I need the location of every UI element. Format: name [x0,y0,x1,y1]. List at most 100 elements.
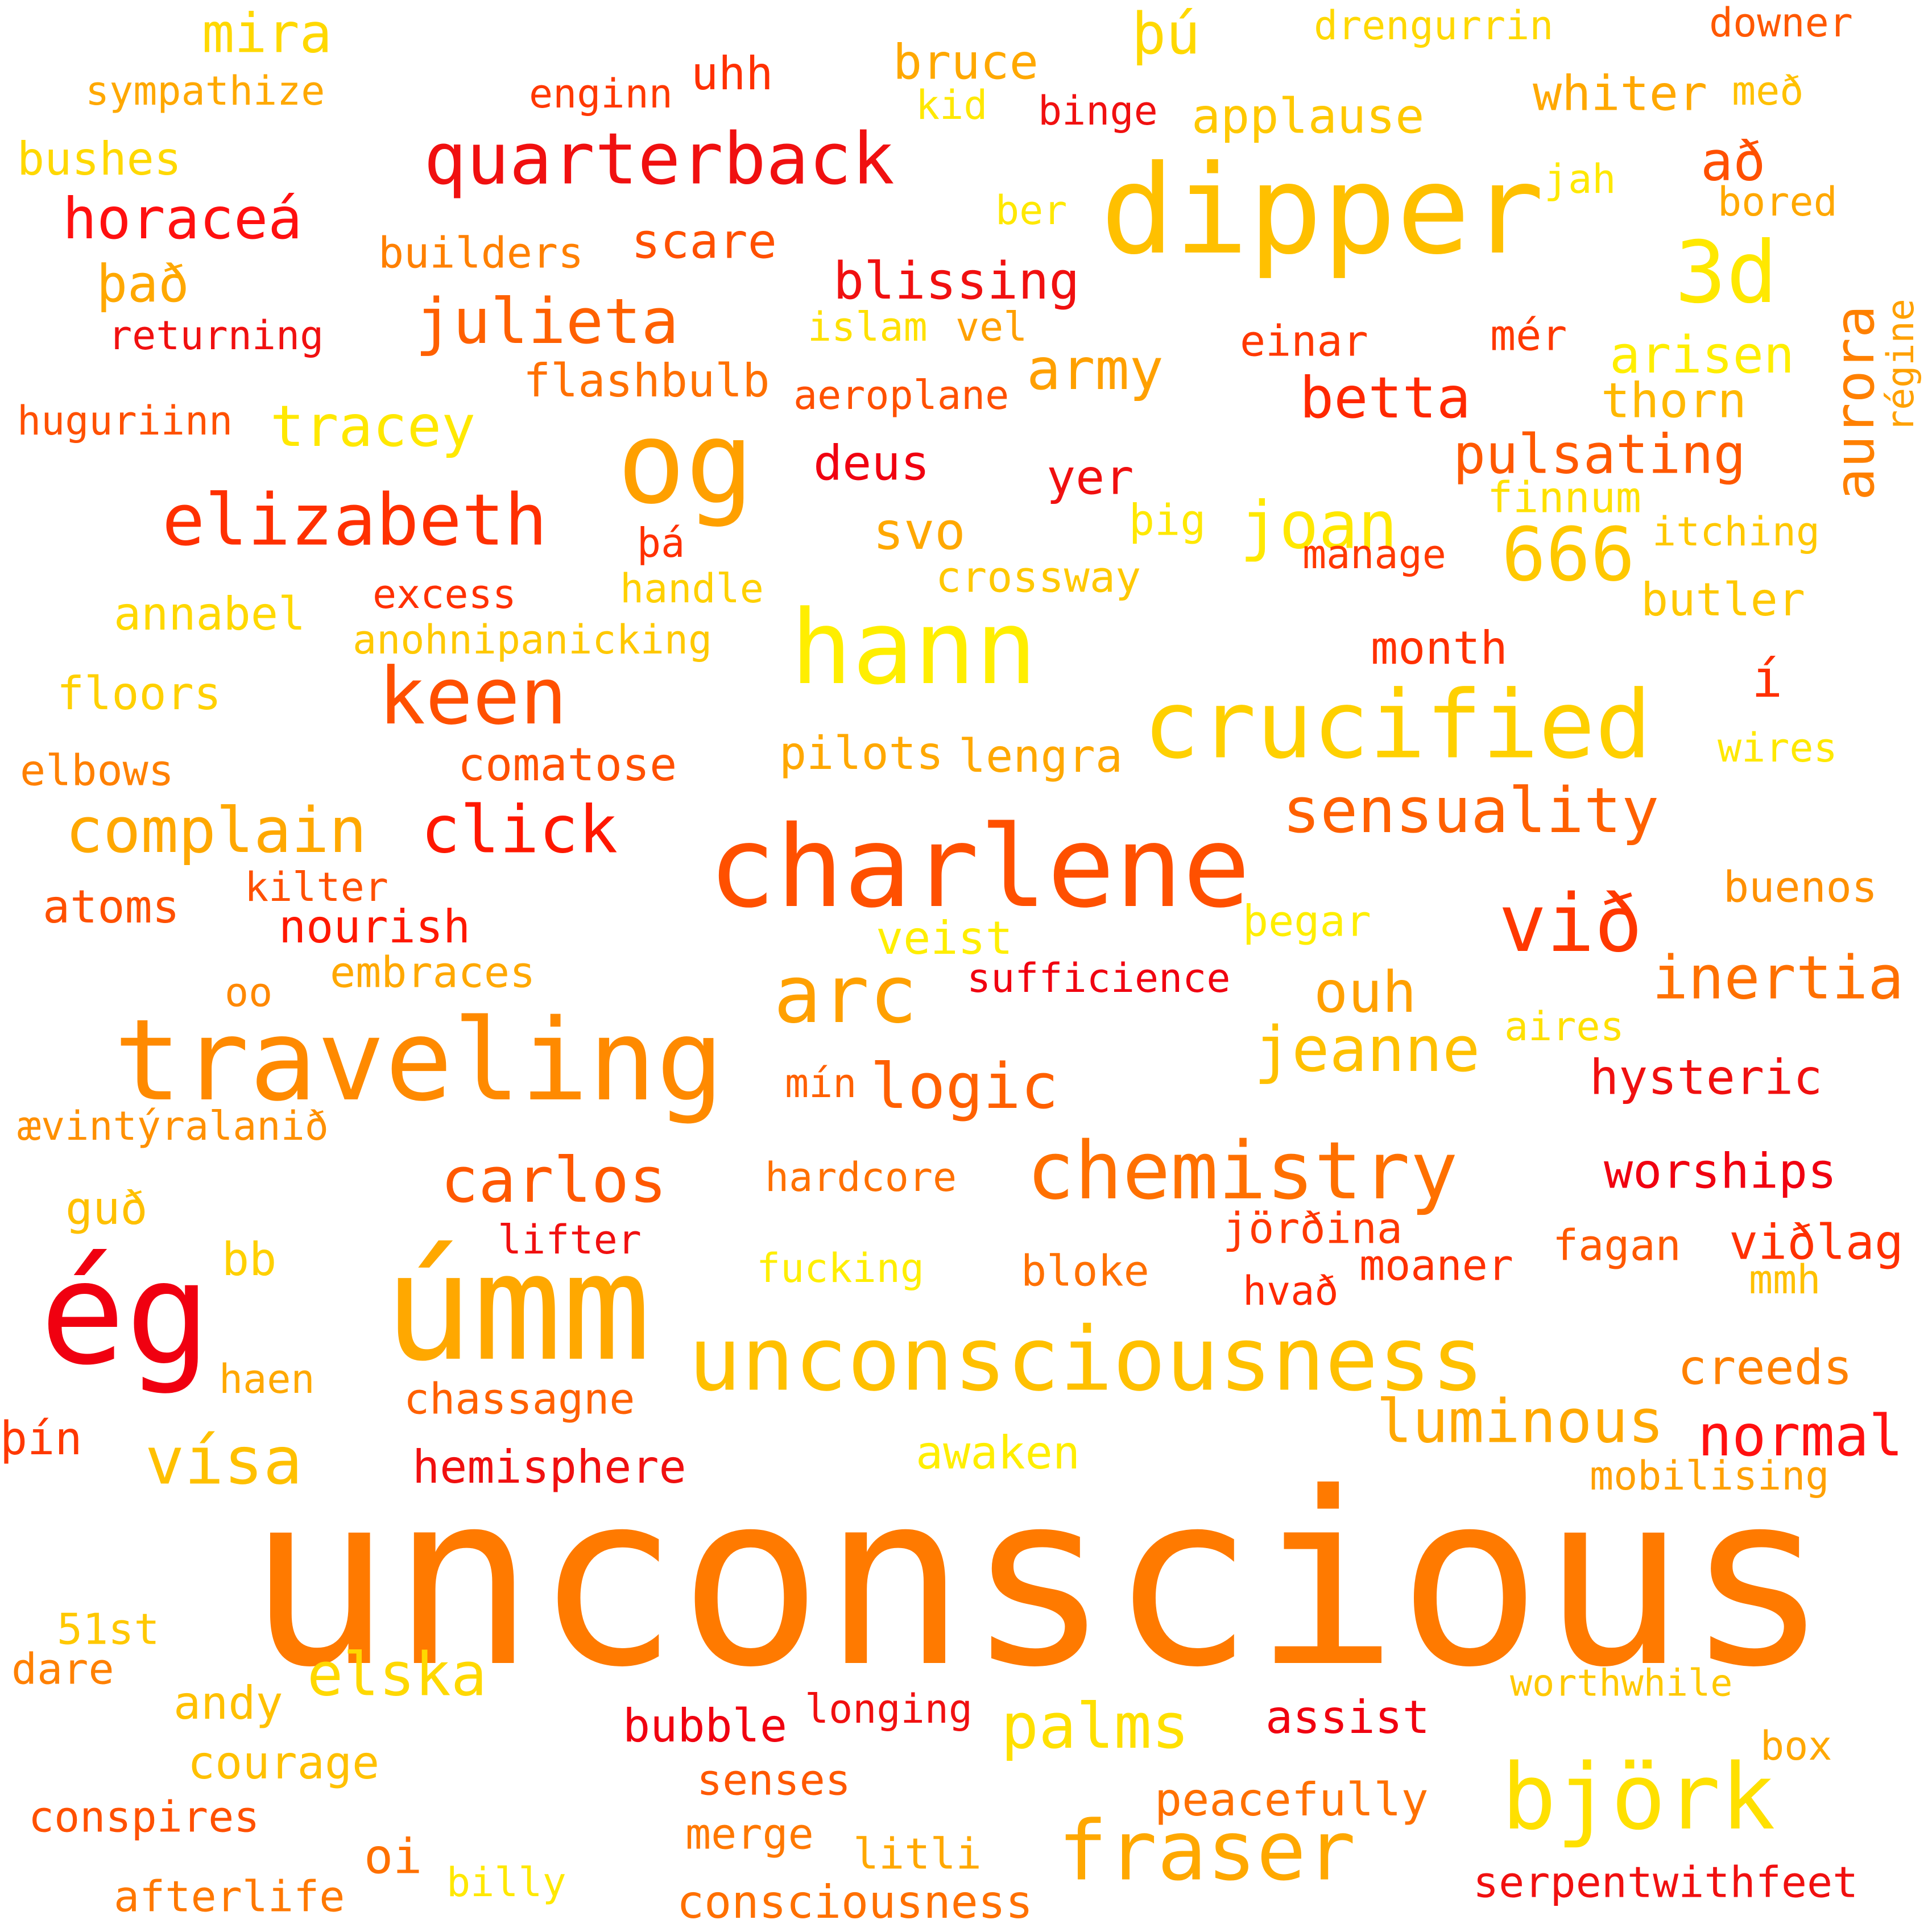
word-huguriinn: huguriinn [17,398,233,444]
word-senses: senses [697,1755,851,1805]
word-mmh: mmh [1749,1256,1821,1303]
word-binge: binge [1038,88,1158,134]
word-mira: mira [202,2,332,65]
word-fucking: fucking [756,1245,925,1292]
word-kid: kid [916,82,988,129]
word-jordina: jörðina [1223,1203,1403,1253]
word-andy: andy [173,1677,283,1730]
word-litli: litli [853,1828,982,1879]
word-bb: bb [222,1233,277,1286]
word-excess: excess [373,571,516,618]
word-thig: þig [1129,495,1206,545]
word-chassagne: chassagne [404,1374,635,1424]
word-fraser: fraser [1058,1803,1356,1900]
word-wires: wires [1718,725,1838,771]
word-blissing: blissing [833,251,1080,311]
word-palms: palms [1001,1690,1190,1763]
word-regine: régine [1880,299,1922,432]
word-itching: itching [1652,508,1821,555]
word-whiter: whiter [1533,65,1708,122]
word-umm: úmm [384,1222,651,1394]
word-complain: complain [65,794,367,867]
word-pilots: pilots [779,727,944,780]
word-thin: þín [0,1412,82,1465]
word-betta: betta [1300,365,1471,431]
word-med: með [1732,68,1804,114]
word-builders: builders [378,227,584,278]
word-visa: vísa [145,1423,303,1500]
word-tracey: tracey [270,393,476,460]
word-handle: handle [620,565,764,612]
word-haen: haen [219,1356,315,1403]
word-svo: svo [873,502,966,561]
word-consciousness: consciousness [677,1876,1033,1929]
word-kilter: kilter [245,864,388,911]
word-scare: scare [631,213,777,270]
word-longing: longing [805,1686,973,1732]
word-butler: butler [1641,573,1805,626]
word-oo: oo [225,969,273,1016]
word-buenos: buenos [1723,862,1877,912]
word-comatose: comatose [458,738,677,791]
word-floors: floors [57,667,221,720]
word-jah: jah [1544,156,1616,202]
word-drengurrin: drengurrin [1314,2,1554,49]
word-thad: það [97,254,189,314]
word-vid: við [1499,878,1643,970]
word-elbows: elbows [20,745,174,796]
word-embraces: embraces [330,947,536,998]
word-julieta: julieta [415,285,679,358]
word-lengra: lengra [958,730,1123,783]
word-bloke: bloke [1021,1246,1149,1296]
word-finnum: finnum [1487,472,1641,523]
word-lifter: lifter [498,1217,642,1263]
word-chemistry: chemistry [1027,1125,1458,1218]
word-normal: normal [1698,1403,1904,1469]
word-crucified: crucified [1143,670,1652,780]
word-nourish: nourish [279,900,471,953]
word-einar: einar [1240,316,1368,366]
word-returning: returning [108,312,324,359]
word-annabel: annabel [114,588,306,640]
word-inertia: inertia [1652,943,1904,1013]
word-aires: aires [1504,1003,1624,1050]
word-pulsating: pulsating [1453,423,1746,486]
word-billy: billy [446,1859,566,1906]
word-arisen: arisen [1610,325,1795,385]
word-worships: worships [1604,1143,1837,1200]
word-luminous: luminous [1376,1387,1664,1457]
word-ouh: ouh [1314,959,1417,1025]
word-charlene: charlene [708,801,1251,933]
word-arc: arc [773,949,917,1041]
word-aeroplane: aeroplane [793,372,1010,419]
word-hardcore: hardcore [765,1154,957,1201]
word-uhh: uhh [691,47,773,100]
word-bjork: björk [1501,1744,1776,1850]
word-box: box [1760,1723,1832,1769]
word-aurora: aurora [1824,305,1887,500]
word-dipper: dipper [1101,139,1545,282]
word-dare: dare [11,1644,114,1694]
word-click: click [421,792,618,868]
word-jeanne: jeanne [1254,1013,1480,1086]
word-month: month [1371,622,1508,675]
word-manage: manage [1302,531,1446,578]
word-quarterback: quarterback [424,118,895,201]
word-thu: þú [1132,1,1201,67]
word-carlos: carlos [441,1144,667,1217]
word-bored: bored [1718,179,1838,225]
word-elizabeth: elizabeth [162,479,548,562]
word-aevintyralanid: ævintýralanið [17,1103,329,1149]
word-hvad: hvað [1243,1268,1339,1314]
word-keen: keen [378,651,568,742]
word-sympathize: sympathize [85,68,325,114]
word-army: army [1027,336,1164,403]
word-deus: deus [813,435,930,492]
word-hemisphere: hemisphere [412,1441,686,1494]
word-veist: veist [876,912,1013,965]
word-horacea: horaceá [63,185,303,252]
word-worthwhile: worthwhile [1510,1662,1733,1705]
word-bruce: bruce [893,34,1039,91]
word-hysteric: hysteric [1590,1049,1823,1106]
